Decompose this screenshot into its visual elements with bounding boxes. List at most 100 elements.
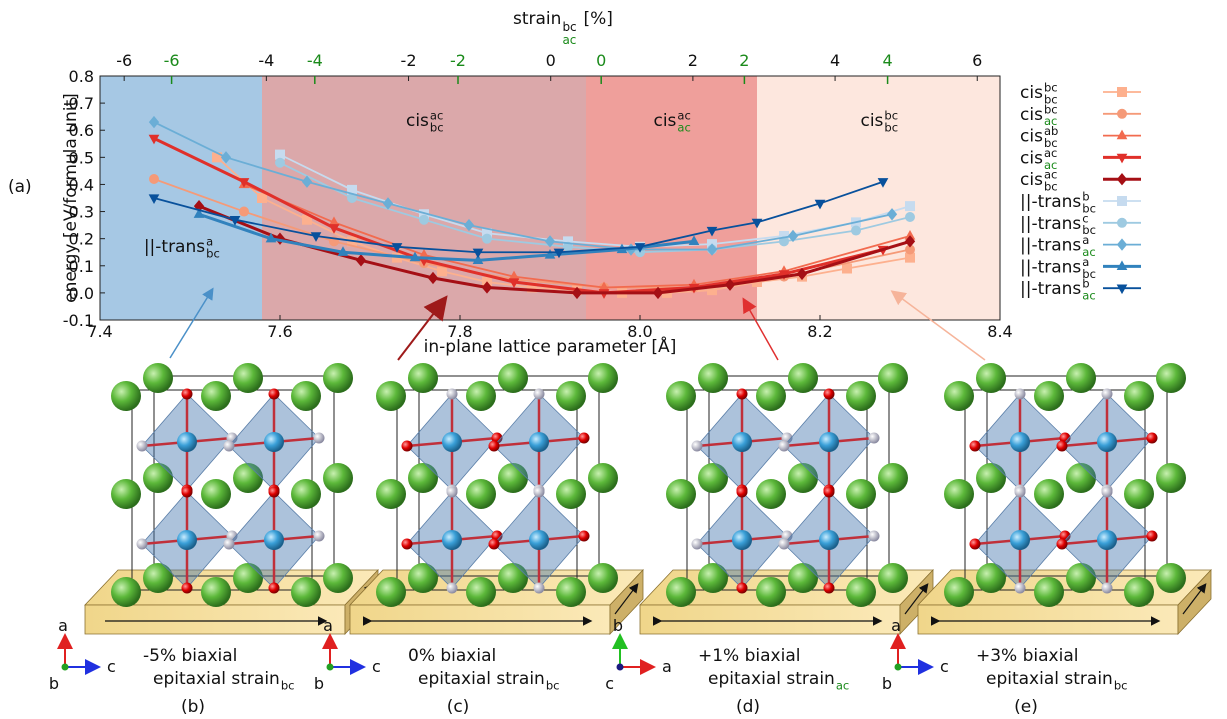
a-site-atom xyxy=(1156,463,1186,493)
anion-atom xyxy=(402,441,413,452)
label-base: epitaxial strain xyxy=(986,669,1113,689)
point xyxy=(258,194,267,203)
anion-atom xyxy=(869,531,880,542)
substrate-front xyxy=(918,605,1178,634)
a-site-atom xyxy=(143,363,173,393)
panel-label: (b) xyxy=(181,697,205,717)
label-base: ||-trans xyxy=(1020,257,1081,277)
a-site-atom xyxy=(233,363,263,393)
a-site-atom xyxy=(1124,479,1154,509)
a-site-atom xyxy=(944,479,974,509)
anion-atom xyxy=(489,441,500,452)
a-site-atom xyxy=(1034,479,1064,509)
point xyxy=(852,226,861,235)
caption: -5% biaxial xyxy=(143,646,237,666)
anion-atom xyxy=(824,487,835,498)
a-site-atom xyxy=(376,479,406,509)
label-base: cis xyxy=(1020,148,1043,168)
a-site-atom xyxy=(1034,381,1064,411)
b-site-atom xyxy=(819,530,839,550)
anion-atom xyxy=(869,433,880,444)
a-site-atom xyxy=(466,479,496,509)
a-site-atom xyxy=(323,363,353,393)
anion-atom xyxy=(137,441,148,452)
a-site-atom xyxy=(756,381,786,411)
panel-label: (e) xyxy=(1014,697,1038,717)
legend-marker xyxy=(1118,88,1127,97)
b-site-atom xyxy=(442,432,462,452)
anion-atom xyxy=(534,583,545,594)
x2-tick-label: -2 xyxy=(401,51,417,70)
anion-atom xyxy=(779,441,790,452)
x2-tick-label: 4 xyxy=(830,51,840,70)
a-site-atom xyxy=(498,363,528,393)
a-site-atom xyxy=(878,363,908,393)
a-site-atom xyxy=(1156,563,1186,593)
a-site-atom xyxy=(976,363,1006,393)
anion-atom xyxy=(314,531,325,542)
point xyxy=(240,207,249,216)
label-base: ||-trans xyxy=(1020,192,1081,212)
a-site-atom xyxy=(878,563,908,593)
panel-label: (c) xyxy=(447,697,470,717)
x2-tick-label: 6 xyxy=(972,51,982,70)
legend-marker xyxy=(1118,174,1127,185)
anion-atom xyxy=(447,487,458,498)
anion-atom xyxy=(269,389,280,400)
b-site-atom xyxy=(177,530,197,550)
a-site-atom xyxy=(666,479,696,509)
a-site-atom xyxy=(376,577,406,607)
axis-label: b xyxy=(49,674,59,693)
anion-atom xyxy=(579,433,590,444)
label-base: epitaxial strain xyxy=(418,669,545,689)
label-base: ||-trans xyxy=(1020,214,1081,234)
label-base: epitaxial strain xyxy=(708,669,835,689)
anion-atom xyxy=(824,389,835,400)
a-site-atom xyxy=(846,479,876,509)
anion-atom xyxy=(1015,389,1026,400)
anion-atom xyxy=(182,389,193,400)
b-site-atom xyxy=(732,432,752,452)
a-site-atom xyxy=(588,463,618,493)
panel-label: (a) xyxy=(8,177,32,197)
label-subscript: bc xyxy=(546,678,560,692)
point xyxy=(906,212,915,221)
a-site-atom xyxy=(698,363,728,393)
b-site-atom xyxy=(177,432,197,452)
a-site-atom xyxy=(556,577,586,607)
b-site-atom xyxy=(1097,432,1117,452)
axis-label: b xyxy=(613,616,623,635)
a-site-atom xyxy=(666,381,696,411)
caption: +3% biaxial xyxy=(976,646,1078,666)
a-site-atom xyxy=(756,577,786,607)
axis-dot xyxy=(895,664,902,671)
axis-label: a xyxy=(891,616,901,635)
b-site-atom xyxy=(264,530,284,550)
a-site-atom xyxy=(466,381,496,411)
label-subscript: bc xyxy=(884,120,898,134)
point xyxy=(276,158,285,167)
anion-atom xyxy=(224,539,235,550)
anion-atom xyxy=(269,583,280,594)
a-site-atom xyxy=(111,381,141,411)
label-base: cis xyxy=(406,111,429,131)
anion-atom xyxy=(1102,389,1113,400)
anion-atom xyxy=(737,583,748,594)
x3-tick-label: -6 xyxy=(164,51,180,70)
label-base: cis xyxy=(653,111,676,131)
a-site-atom xyxy=(201,479,231,509)
x3-tick-label: -2 xyxy=(450,51,466,70)
point xyxy=(150,175,159,184)
x-tick-label: 8.2 xyxy=(807,322,832,341)
x-tick-label: 8.4 xyxy=(987,322,1012,341)
anion-atom xyxy=(737,487,748,498)
b-site-atom xyxy=(819,432,839,452)
anion-atom xyxy=(824,583,835,594)
a-site-atom xyxy=(588,563,618,593)
anion-atom xyxy=(692,441,703,452)
a-site-atom xyxy=(376,381,406,411)
anion-atom xyxy=(1015,487,1026,498)
substrate-front xyxy=(350,605,610,634)
label-base: cis xyxy=(1020,170,1043,190)
